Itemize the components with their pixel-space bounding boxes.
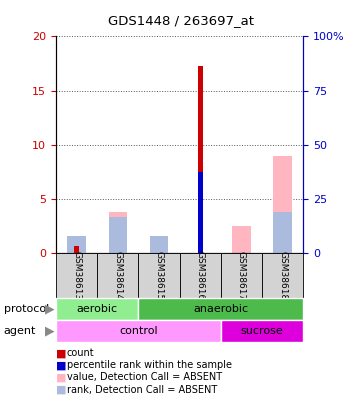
Bar [198, 66, 203, 253]
Text: aerobic: aerobic [77, 304, 118, 314]
FancyBboxPatch shape [221, 253, 262, 298]
Bar [273, 212, 292, 253]
Text: ■: ■ [56, 385, 66, 394]
Text: percentile rank within the sample: percentile rank within the sample [67, 360, 232, 370]
Bar [150, 236, 168, 253]
Text: agent: agent [4, 326, 36, 336]
Bar [273, 156, 292, 253]
Bar [232, 226, 251, 253]
Text: GSM38615: GSM38615 [155, 251, 164, 300]
FancyBboxPatch shape [262, 253, 303, 298]
Text: ▶: ▶ [45, 325, 55, 338]
FancyBboxPatch shape [138, 298, 303, 320]
Text: GSM38614: GSM38614 [113, 251, 122, 300]
Bar [67, 241, 86, 253]
FancyBboxPatch shape [180, 253, 221, 298]
Text: ■: ■ [56, 348, 66, 358]
Text: sucrose: sucrose [241, 326, 283, 336]
Text: GSM38616: GSM38616 [196, 251, 205, 300]
Text: control: control [119, 326, 158, 336]
Text: value, Detection Call = ABSENT: value, Detection Call = ABSENT [67, 373, 222, 382]
Text: ▶: ▶ [45, 303, 55, 315]
Text: anaerobic: anaerobic [193, 304, 248, 314]
Text: rank, Detection Call = ABSENT: rank, Detection Call = ABSENT [67, 385, 217, 394]
Text: ■: ■ [56, 373, 66, 382]
FancyBboxPatch shape [56, 298, 138, 320]
Bar [74, 245, 79, 253]
Text: count: count [67, 348, 95, 358]
FancyBboxPatch shape [221, 320, 303, 342]
Bar [109, 217, 127, 253]
Text: GDS1448 / 263697_at: GDS1448 / 263697_at [108, 14, 253, 27]
Bar [109, 212, 127, 253]
FancyBboxPatch shape [56, 253, 97, 298]
FancyBboxPatch shape [138, 253, 180, 298]
FancyBboxPatch shape [56, 320, 221, 342]
Text: protocol: protocol [4, 304, 49, 314]
Bar [67, 236, 86, 253]
Text: GSM38613: GSM38613 [72, 251, 81, 300]
Text: ■: ■ [56, 360, 66, 370]
Bar [198, 172, 203, 253]
Text: GSM38617: GSM38617 [237, 251, 246, 300]
FancyBboxPatch shape [97, 253, 138, 298]
Text: GSM38618: GSM38618 [278, 251, 287, 300]
